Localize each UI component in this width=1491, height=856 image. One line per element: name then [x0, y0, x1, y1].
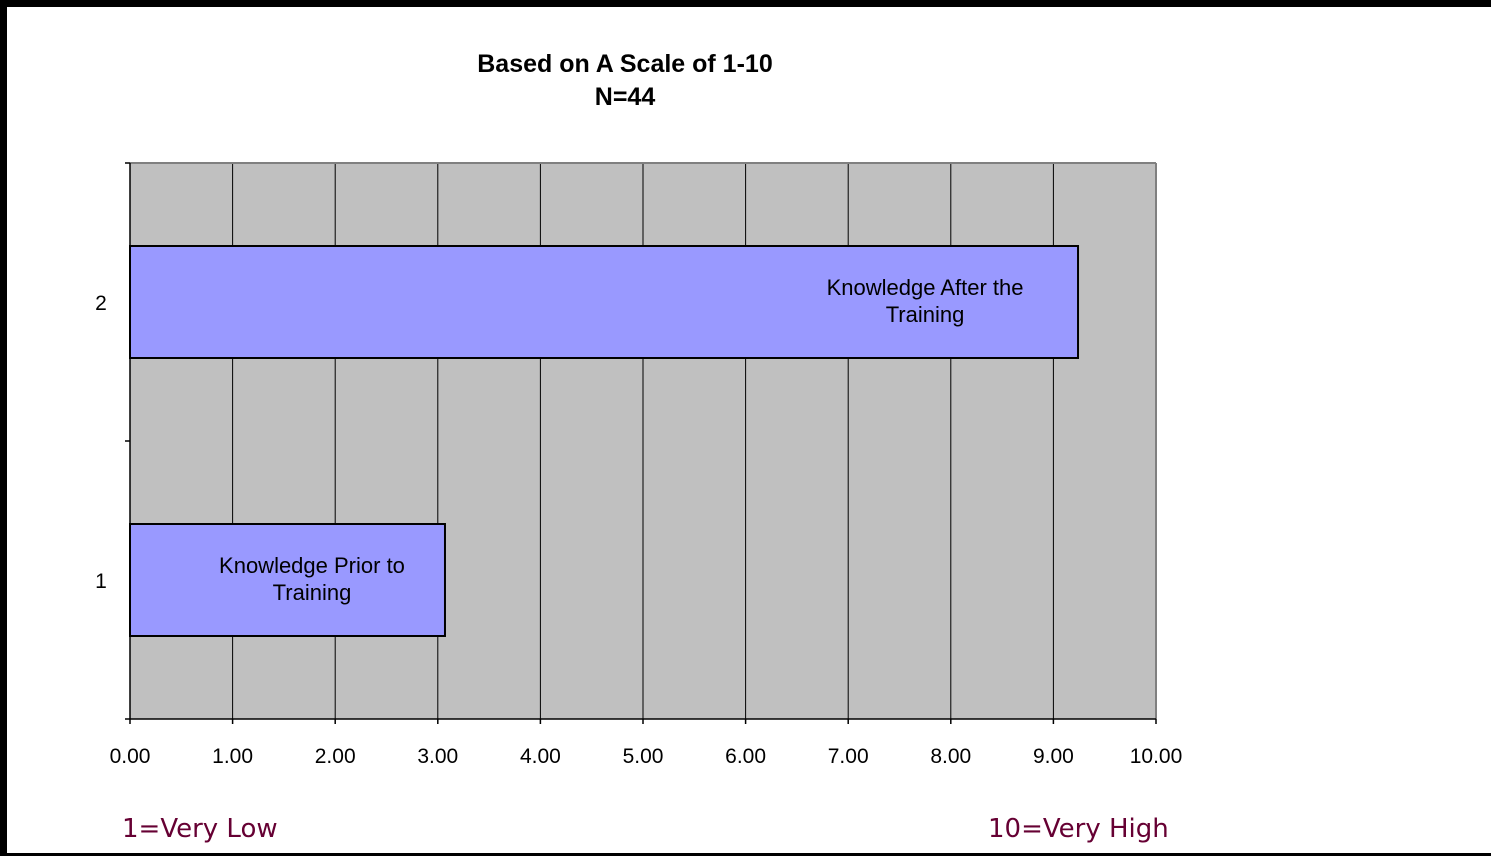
y-tick-label: 2 [95, 292, 107, 315]
bar [129, 245, 1080, 359]
chart-title-block: Based on A Scale of 1-10 N=44 [425, 48, 825, 114]
x-tick-label: 2.00 [315, 745, 356, 768]
scale-low-note: 1=Very Low [122, 814, 278, 844]
x-tick-label: 10.00 [1130, 745, 1183, 768]
chart-subtitle: N=44 [594, 83, 656, 111]
x-tick-label: 0.00 [110, 745, 151, 768]
bar-data-label: Knowledge After the [827, 275, 1024, 300]
x-tick-label: 1.00 [212, 745, 253, 768]
bar [129, 523, 446, 637]
x-tick-label: 7.00 [828, 745, 869, 768]
x-tick-label: 6.00 [725, 745, 766, 768]
scale-high-note: 10=Very High [988, 814, 1169, 844]
x-tick-label: 8.00 [930, 745, 971, 768]
x-tick-label: 9.00 [1033, 745, 1074, 768]
x-tick-label: 4.00 [520, 745, 561, 768]
bar-data-label: Training [273, 580, 352, 605]
y-tick-label: 1 [95, 570, 107, 593]
bar-data-label: Knowledge Prior to [219, 553, 405, 578]
bar-data-label: Training [886, 302, 965, 327]
x-tick-label: 3.00 [417, 745, 458, 768]
chart-title: Based on A Scale of 1-10 [477, 50, 773, 78]
x-tick-label: 5.00 [623, 745, 664, 768]
